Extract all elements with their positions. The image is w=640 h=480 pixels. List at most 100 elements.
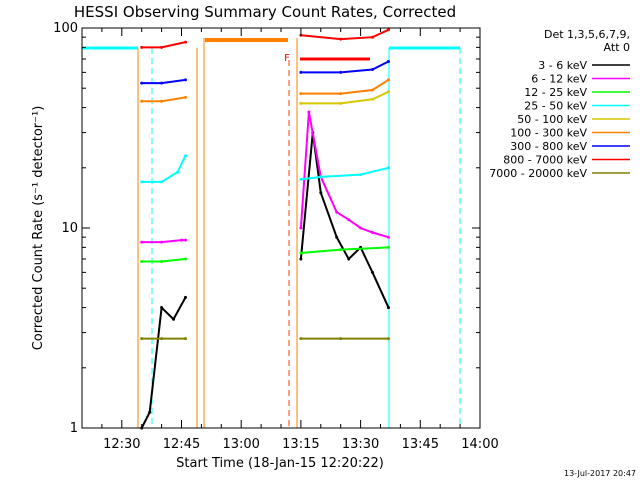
series-point-7-1: [160, 45, 164, 49]
series-point-3-0: [140, 180, 144, 184]
series-5: [140, 78, 390, 103]
y-tick-label-0: 1: [70, 421, 78, 436]
series-point-1-11: [387, 235, 390, 239]
series-3: [140, 154, 390, 184]
series-point-2-0: [140, 260, 144, 263]
legend-label-2: 12 - 25 keV: [524, 86, 587, 99]
series-2: [140, 245, 390, 263]
legend-label-4: 50 - 100 keV: [517, 113, 587, 126]
legend-label-5: 100 - 300 keV: [510, 127, 587, 140]
series-point-5-0: [140, 99, 144, 103]
series-point-3-1: [160, 180, 164, 184]
series-point-5-6: [387, 78, 390, 82]
series-point-0-7: [319, 191, 323, 195]
legend-header-line1: Det 1,3,5,6,7,9,: [544, 28, 630, 41]
series-point-4-3: [387, 90, 390, 94]
series-point-6-3: [299, 70, 303, 74]
series-point-5-4: [339, 92, 343, 96]
footer-date: 13-Jul-2017 20:47: [564, 469, 636, 478]
x-axis-ticks: 12:30 12:45 13:00 13:15 13:30 13:45 14:00: [101, 28, 499, 452]
series-point-1-0: [140, 240, 144, 244]
y-axis-label: Corrected Count Rate (s⁻¹ detector⁻¹): [31, 106, 46, 351]
series-point-5-5: [371, 88, 374, 92]
series-point-6-5: [371, 68, 374, 71]
legend-label-3: 25 - 50 keV: [524, 100, 587, 113]
series-point-3-5: [319, 175, 323, 179]
legend-label-7: 800 - 7000 keV: [503, 154, 587, 167]
series-point-7-6: [387, 28, 390, 32]
x-axis-label: Start Time (18-Jan-15 12:20:22): [176, 456, 384, 471]
series-point-8-0: [140, 337, 144, 341]
x-tick-label-4: 13:30: [342, 437, 379, 452]
series-point-8-3: [299, 337, 303, 341]
series-point-4-1: [339, 101, 343, 105]
plot-frame: [81, 27, 481, 429]
series-point-8-5: [387, 337, 390, 341]
series-point-4-0: [299, 101, 303, 105]
series-layer: [140, 28, 390, 430]
series-6: [140, 60, 390, 85]
series-point-0-8: [335, 235, 339, 239]
series-point-5-3: [299, 92, 303, 96]
series-line-3: [141, 155, 389, 183]
series-point-2-5: [387, 245, 390, 249]
series-point-3-4: [299, 177, 303, 181]
series-point-2-3: [299, 251, 303, 255]
x-tick-label-0: 12:30: [103, 437, 140, 452]
legend-label-6: 300 - 800 keV: [510, 140, 587, 153]
flare-flag-label: F: [284, 53, 290, 64]
legend-header-line2: Att 0: [604, 41, 630, 54]
series-line-5: [141, 79, 390, 103]
y-tick-label-2: 100: [53, 21, 78, 36]
series-point-4-2: [371, 97, 374, 101]
legend-label-1: 6 - 12 keV: [531, 73, 587, 86]
series-point-2-2: [184, 257, 187, 261]
series-point-1-2: [180, 238, 183, 242]
series-point-6-4: [339, 70, 343, 74]
series-point-0-11: [371, 270, 374, 274]
series-point-1-10: [371, 231, 374, 234]
series-point-0-9: [347, 257, 351, 261]
series-point-0-2: [160, 306, 164, 310]
x-tick-label-5: 13:45: [402, 437, 439, 452]
series-point-8-1: [160, 337, 164, 341]
y-axis-ticks: 1 10 100: [53, 21, 480, 436]
series-7: [140, 28, 390, 49]
series-point-1-5: [307, 110, 311, 114]
series-point-2-4: [339, 248, 343, 252]
series-point-0-12: [387, 306, 390, 310]
series-point-0-4: [184, 295, 187, 299]
series-point-5-1: [160, 99, 164, 103]
series-point-6-1: [160, 81, 164, 85]
series-point-8-4: [339, 337, 343, 341]
series-point-5-2: [184, 95, 187, 99]
series-point-3-6: [359, 173, 363, 177]
series-8: [140, 337, 390, 341]
series-point-1-4: [299, 226, 303, 230]
x-tick-label-3: 13:15: [282, 437, 319, 452]
series-point-1-1: [160, 240, 164, 244]
series-point-3-2: [176, 170, 179, 174]
series-point-1-7: [335, 210, 339, 214]
plot-decorations: F: [82, 38, 461, 428]
series-line-2: [141, 246, 389, 263]
x-tick-label-2: 13:00: [222, 437, 259, 452]
series-4: [299, 90, 390, 105]
legend-label-8: 7000 - 20000 keV: [489, 167, 587, 180]
series-point-7-5: [371, 35, 374, 39]
series-point-7-2: [184, 40, 187, 44]
series-1: [140, 110, 390, 244]
series-point-6-6: [387, 60, 390, 63]
legend-label-0: 3 - 6 keV: [538, 59, 587, 72]
series-line-1: [141, 111, 389, 244]
series-point-8-2: [184, 337, 187, 341]
series-point-7-0: [140, 45, 144, 49]
series-line-6: [141, 60, 389, 85]
x-tick-label-1: 12:45: [163, 437, 200, 452]
series-point-6-0: [140, 81, 144, 85]
series-point-6-2: [184, 78, 187, 82]
series-line-4: [300, 90, 389, 105]
x-tick-label-6: 14:00: [461, 437, 498, 452]
